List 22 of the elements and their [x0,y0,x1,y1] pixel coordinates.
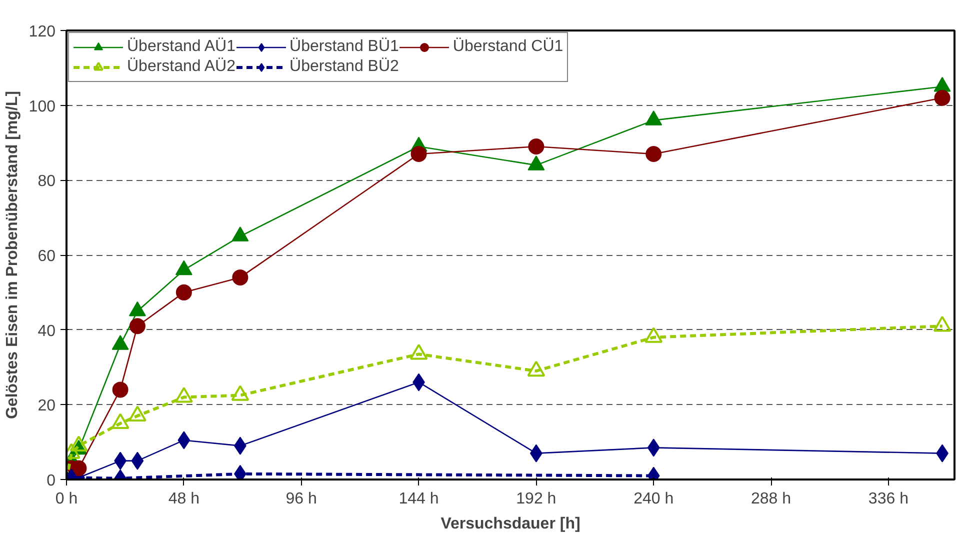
legend-label: Überstand CÜ1 [452,38,564,56]
x-tick-label: 48 h [168,490,200,508]
legend-label: Überstand BÜ2 [290,58,399,76]
x-tick-label: 96 h [286,490,317,508]
x-tick-label: 192 h [516,490,556,508]
legend-label: Überstand AÜ1 [127,38,236,56]
x-tick-label: 144 h [398,490,439,508]
x-tick-label: 0 h [55,490,78,508]
y-tick-label: 60 [38,248,56,265]
y-axis-title: Gelöstes Eisen im Probenüberstand [mg/L] [4,90,21,420]
x-tick-label: 288 h [751,490,792,508]
legend-label: Überstand AÜ2 [127,58,236,76]
x-tick-label: 240 h [634,490,674,508]
y-tick-label: 120 [28,24,56,40]
y-tick-label: 20 [38,398,56,415]
y-tick-label: 40 [38,322,56,340]
legend-label: Überstand BÜ1 [290,38,399,56]
y-tick-label: 100 [28,98,56,116]
y-tick-label: 80 [38,173,56,190]
x-axis-title: Versuchsdauer [h] [440,516,580,532]
y-tick-label: 0 [46,472,56,490]
x-tick-label: 336 h [868,490,908,508]
